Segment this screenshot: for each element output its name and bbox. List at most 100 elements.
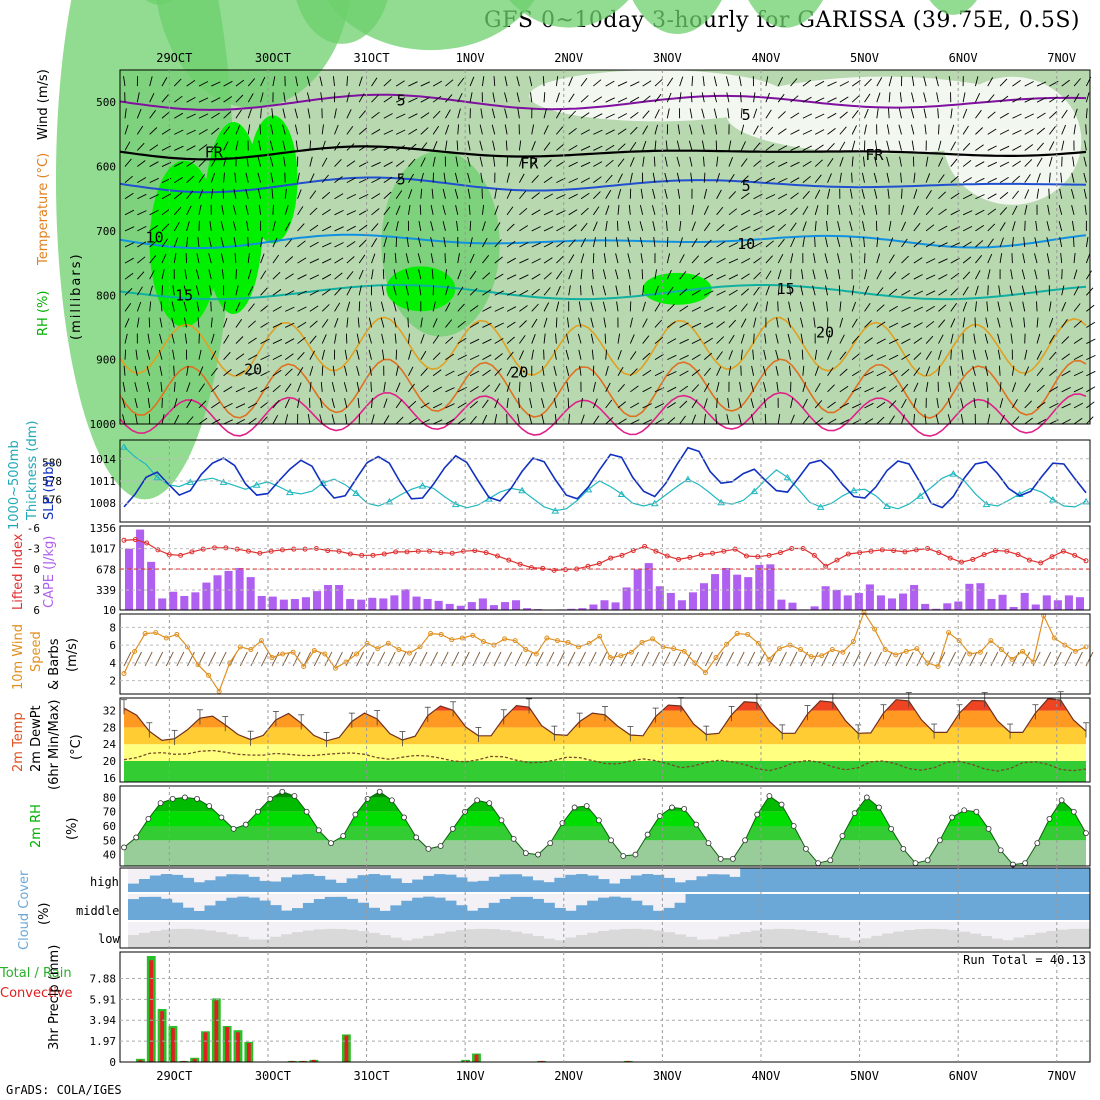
wind-barb — [938, 289, 948, 296]
wind-barb — [999, 129, 1010, 135]
wind-barb — [518, 397, 520, 408]
wind-barb — [901, 368, 910, 377]
wind-barb — [999, 192, 1009, 200]
wind-barb — [654, 93, 662, 103]
wind-barb — [172, 349, 175, 360]
wind-barb — [506, 321, 516, 328]
wind-barb — [137, 160, 146, 167]
wind-barb — [136, 108, 142, 119]
wind-barb — [432, 335, 440, 344]
wind-barb — [357, 397, 360, 408]
wind-barb — [679, 305, 689, 312]
wind-barb — [383, 221, 389, 232]
wind-barb — [394, 253, 397, 264]
wind-barb — [605, 365, 609, 376]
wind-barb — [937, 108, 939, 119]
wind-barb — [765, 177, 776, 184]
wind-barb — [679, 92, 682, 103]
wind-barb — [432, 403, 443, 409]
cloud-low-bar — [1079, 928, 1091, 948]
precip-convective-bar — [181, 1060, 186, 1062]
wind-barb — [383, 129, 394, 135]
wind-barb — [630, 402, 640, 409]
wind-barb — [777, 285, 780, 296]
wind-barb — [777, 111, 786, 119]
wind-barb — [913, 398, 917, 409]
wind-barb — [814, 220, 817, 231]
lifted-index-marker — [223, 545, 229, 551]
wind-barb — [888, 338, 899, 344]
cloud-high-bar — [707, 874, 719, 892]
cloud-high-bar — [783, 868, 796, 892]
wind-barb — [864, 302, 871, 312]
rh-marker — [364, 795, 371, 802]
wind-barb — [999, 145, 1010, 151]
cloud-low-bar — [958, 931, 971, 948]
wind-barb — [913, 172, 916, 183]
cape-bar — [600, 600, 609, 610]
wind-barb — [555, 92, 560, 103]
wind-barb — [1084, 204, 1087, 215]
wind-barb — [925, 320, 935, 328]
wind-barb — [987, 128, 997, 135]
wind-barb — [987, 161, 997, 167]
wind-barb — [331, 414, 335, 425]
contour-label: 20 — [244, 360, 262, 378]
wind-barb — [556, 143, 565, 151]
wind-barb — [704, 290, 714, 296]
cape-bar — [335, 585, 344, 610]
precip-convective-bar — [626, 1060, 631, 1062]
wind-barb — [257, 172, 262, 183]
wind-barb — [580, 95, 589, 103]
wind-barb — [1061, 269, 1063, 280]
wind-barb — [494, 306, 504, 312]
cloud-low-bar — [904, 929, 916, 948]
wind-barb — [196, 301, 200, 312]
wind-barb — [750, 381, 755, 392]
wind-barb — [704, 306, 714, 312]
lifted-index-marker — [664, 553, 670, 559]
wind-barb — [617, 173, 623, 183]
wind-barb — [284, 205, 289, 215]
wind-barb — [149, 76, 153, 87]
wind-barb — [467, 188, 471, 199]
lifted-index-marker — [959, 559, 965, 565]
wind-barb — [913, 274, 923, 280]
wind-barb — [321, 191, 331, 200]
wind-barb — [605, 97, 615, 103]
wind-barb — [950, 349, 952, 360]
wind-barb — [691, 306, 702, 312]
wind-barb — [198, 113, 209, 119]
wind-barb — [307, 414, 311, 425]
wind-barb — [420, 157, 426, 167]
cloud-mid-bar — [663, 907, 676, 920]
cloud-high-bar — [652, 874, 665, 892]
cloud-high-bar — [543, 882, 555, 892]
wind-barb — [408, 173, 414, 183]
cloud-high-bar — [532, 880, 544, 892]
wind-barb — [667, 417, 676, 425]
wind-barb — [627, 221, 631, 232]
temp-axis-label: Temperature (°C) — [36, 153, 51, 266]
wind-barb — [578, 349, 582, 360]
wind-barb — [987, 285, 989, 296]
wind-barb — [765, 285, 770, 296]
wind-barb — [938, 274, 948, 280]
wind-speed-marker — [269, 655, 275, 661]
wind-barb — [1034, 285, 1038, 296]
wind-barb — [419, 204, 422, 215]
wind-barb — [701, 108, 705, 119]
cape-bar — [1064, 595, 1073, 610]
surface-wind-barb — [631, 651, 639, 667]
wind-barb — [408, 189, 413, 199]
thickness-marker — [120, 443, 128, 450]
cloud-mid-bar — [816, 894, 829, 920]
wind-barb — [802, 221, 807, 232]
wind-barb — [209, 285, 212, 296]
wind-barb — [568, 239, 576, 248]
wind-barb — [356, 365, 360, 376]
wind-barb — [851, 403, 862, 409]
precip-convective-bar — [311, 1059, 316, 1062]
rh-marker — [790, 823, 797, 829]
